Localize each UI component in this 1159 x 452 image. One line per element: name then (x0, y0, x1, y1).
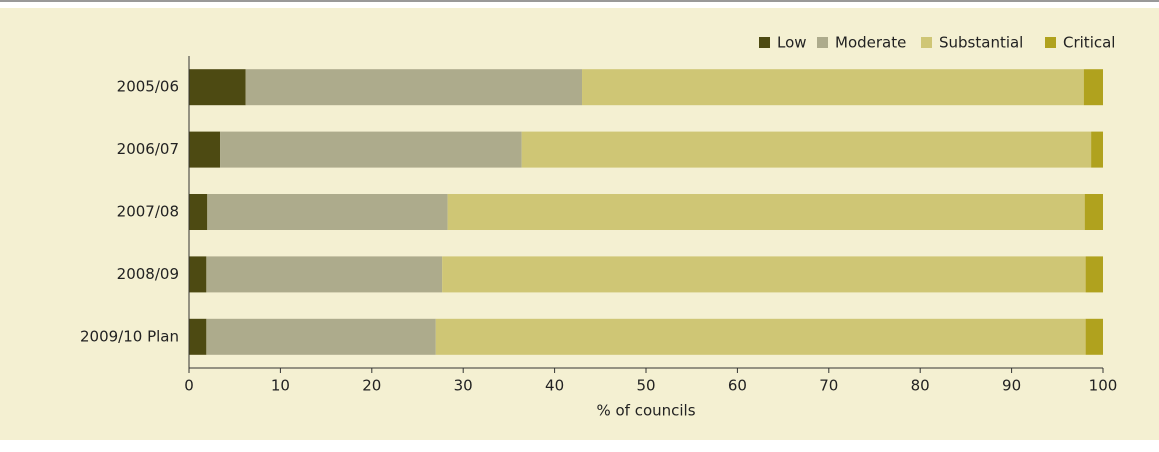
bar-segment (206, 318, 436, 355)
x-tick-label: 80 (911, 377, 930, 395)
legend-swatch (921, 37, 932, 48)
bar-segment (207, 194, 448, 230)
x-tick-label: 0 (184, 377, 194, 395)
bar-segment (1091, 131, 1103, 168)
x-tick-label: 50 (636, 377, 655, 395)
legend-label: Low (777, 34, 807, 52)
x-tick-label: 40 (545, 377, 564, 395)
bar-segment (1084, 194, 1103, 230)
y-tick-label: 2007/08 (117, 203, 179, 221)
y-tick-label: 2006/07 (117, 140, 179, 158)
legend-label: Moderate (835, 34, 906, 52)
y-tick-label: 2008/09 (117, 265, 179, 283)
bar-segment (220, 131, 522, 168)
bar-segment (521, 131, 1092, 168)
bar-segment (582, 69, 1084, 106)
bar-segment (447, 194, 1085, 230)
x-tick-label: 100 (1089, 377, 1118, 395)
legend-swatch (1045, 37, 1056, 48)
y-tick-label: 2005/06 (117, 78, 179, 96)
legend-swatch (817, 37, 828, 48)
bar-segment (189, 194, 208, 230)
legend-label: Substantial (939, 34, 1023, 52)
bar-segment (189, 69, 246, 106)
bar-segment (1085, 256, 1103, 293)
bar-segment (189, 131, 221, 168)
bar-segment (245, 69, 583, 106)
bar-segment (189, 256, 207, 293)
x-tick-label: 60 (728, 377, 747, 395)
x-tick-label: 90 (1002, 377, 1021, 395)
bar-segment (442, 256, 1086, 293)
bar-segment (206, 256, 443, 293)
x-tick-label: 30 (454, 377, 473, 395)
x-tick-label: 10 (271, 377, 290, 395)
bar-segment (435, 318, 1086, 355)
bar-segment (1083, 69, 1103, 106)
bar-segment (189, 318, 207, 355)
legend-label: Critical (1063, 34, 1115, 52)
x-axis-label: % of councils (596, 402, 695, 420)
x-tick-label: 70 (819, 377, 838, 395)
legend-swatch (759, 37, 770, 48)
bar-segment (1085, 318, 1103, 355)
y-tick-label: 2009/10 Plan (80, 327, 179, 345)
x-tick-label: 20 (362, 377, 381, 395)
